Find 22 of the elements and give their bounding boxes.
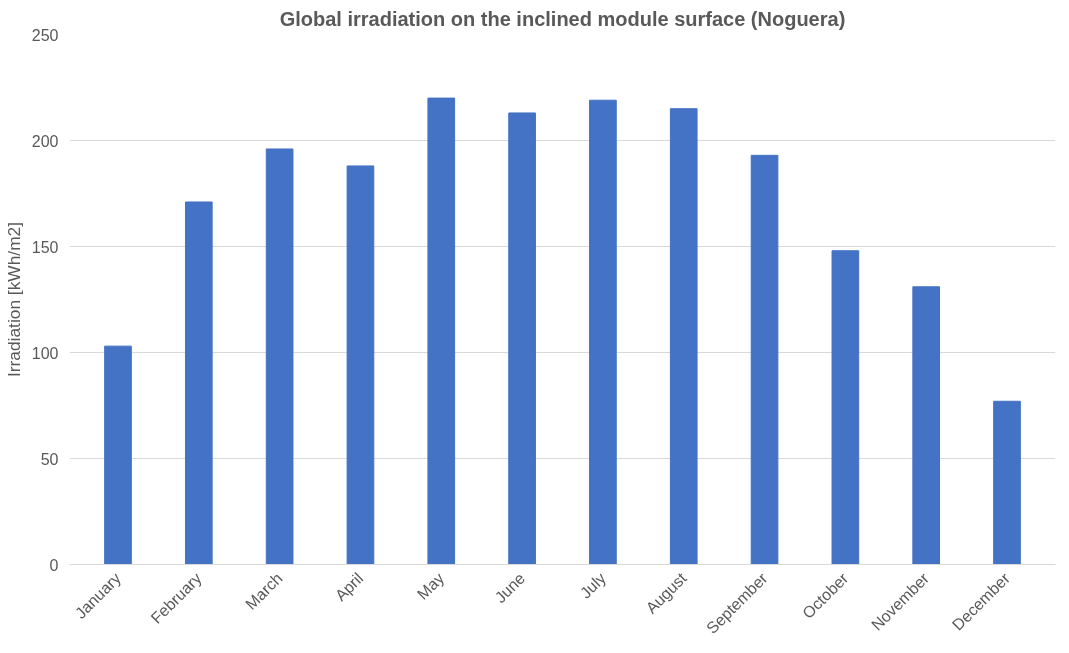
bar (346, 165, 375, 565)
bar (669, 108, 698, 565)
bar (993, 400, 1021, 565)
bar (265, 148, 294, 565)
y-tick-label: 150 (31, 238, 59, 256)
y-axis-title: Irradiation [kWh/m2] (3, 221, 24, 378)
x-tick-label: May (413, 569, 448, 603)
bar (184, 201, 213, 565)
x-tick-label: July (576, 569, 609, 602)
chart-title: Global irradiation on the inclined module surface (Noguera) (279, 7, 846, 30)
y-tick-label: 250 (31, 26, 59, 44)
bar (912, 286, 941, 565)
y-tick-label: 0 (49, 556, 59, 574)
bar (589, 99, 617, 565)
y-tick-label: 200 (31, 132, 59, 150)
bar (104, 345, 132, 565)
y-tick-label: 50 (40, 450, 59, 468)
bar (427, 97, 456, 565)
bar (508, 112, 536, 565)
bar (831, 250, 860, 565)
y-tick-label: 100 (31, 344, 59, 362)
bar (750, 154, 779, 565)
